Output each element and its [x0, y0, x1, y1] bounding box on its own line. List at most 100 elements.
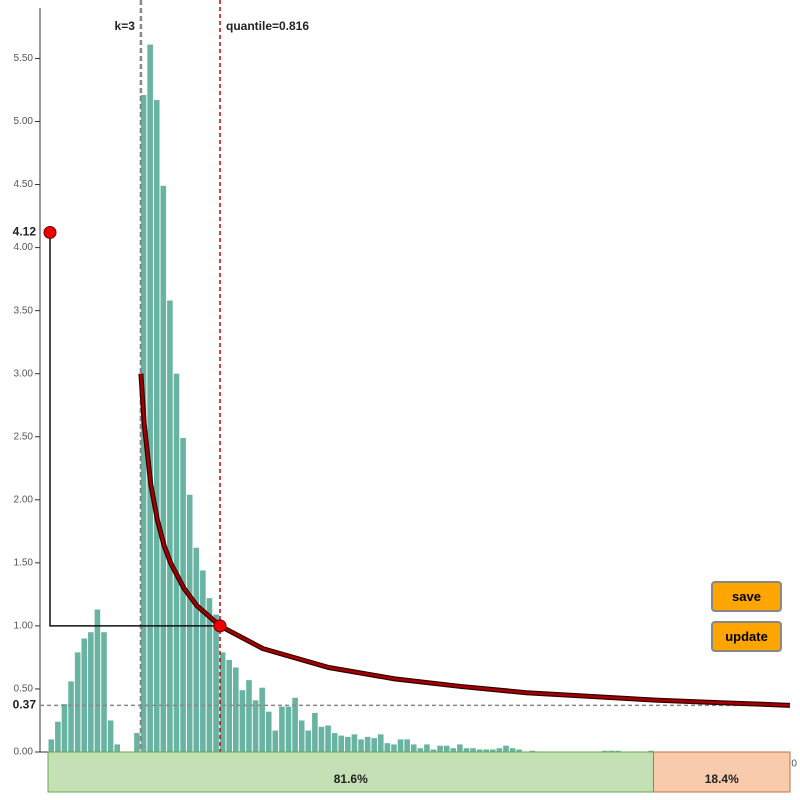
bar: [358, 739, 364, 752]
bar: [325, 725, 331, 752]
bar: [272, 730, 279, 752]
bar: [450, 748, 457, 752]
bar: [173, 373, 180, 752]
bracket-line: [49, 232, 220, 627]
bar: [391, 744, 397, 752]
bar: [213, 614, 219, 752]
reference-label: 0.37: [13, 698, 37, 712]
bar: [404, 739, 410, 752]
bar: [602, 750, 608, 752]
bar: [285, 706, 292, 752]
y-tick-label: 0.50: [14, 684, 34, 695]
bar: [180, 438, 186, 752]
y-tick-label: 2.00: [14, 494, 34, 505]
quantile-label: quantile=0.816: [226, 19, 309, 33]
bar: [200, 570, 206, 752]
bar: [259, 687, 265, 752]
bar: [371, 738, 377, 752]
bar: [443, 745, 450, 752]
bar: [509, 748, 516, 752]
bar: [246, 680, 252, 752]
y-tick-label: 5.50: [14, 53, 34, 64]
bar: [424, 744, 430, 752]
k-label: k=3: [115, 19, 136, 33]
bar: [68, 681, 74, 752]
curve-outline: [138, 373, 791, 708]
bar: [94, 609, 101, 752]
bar: [364, 736, 371, 752]
marker-point: [213, 619, 227, 633]
bar: [239, 690, 246, 752]
bar: [153, 100, 160, 752]
bar: [463, 748, 470, 752]
bar: [88, 632, 94, 752]
bar: [516, 749, 522, 752]
curve: [139, 373, 791, 707]
y-tick-label: 5.00: [14, 116, 34, 127]
bar: [410, 744, 417, 752]
bar: [55, 721, 61, 752]
bar: [318, 726, 325, 752]
bar: [206, 598, 213, 752]
bar: [338, 735, 345, 752]
bar: [61, 704, 68, 752]
bar: [351, 734, 358, 752]
y-marker-label: 4.12: [13, 225, 37, 239]
bar: [186, 494, 193, 752]
bar: [470, 748, 476, 752]
bar: [529, 750, 536, 752]
y-tick-label: 3.00: [14, 368, 34, 379]
y-tick-label: 4.00: [14, 242, 34, 253]
y-tick-label: 1.50: [14, 557, 34, 568]
bar: [457, 744, 463, 752]
save-button[interactable]: save: [711, 581, 782, 612]
update-button[interactable]: update: [711, 621, 782, 652]
bar: [134, 733, 140, 752]
bar: [430, 749, 437, 752]
bar: [384, 743, 391, 752]
bar: [81, 638, 88, 752]
bar: [345, 736, 351, 752]
bar: [167, 300, 173, 752]
bar: [292, 697, 298, 752]
split-label: 81.6%: [334, 772, 368, 786]
y-tick-label: 0.00: [14, 747, 34, 758]
bar: [101, 632, 107, 752]
bar: [74, 652, 81, 752]
y-tick-label: 4.50: [14, 179, 34, 190]
bar: [48, 739, 55, 752]
bar: [298, 720, 305, 752]
bar: [147, 44, 153, 752]
bar: [503, 745, 509, 752]
y-tick-label: 2.50: [14, 431, 34, 442]
bar: [107, 720, 114, 752]
bar: [265, 711, 272, 752]
bar: [219, 652, 226, 752]
y-tick-label: 1.00: [14, 621, 34, 632]
bar: [608, 750, 615, 752]
bar: [476, 749, 483, 752]
bar: [312, 712, 318, 752]
bar: [160, 185, 167, 752]
bar: [233, 667, 239, 752]
y-marker-point: [43, 225, 57, 239]
bar: [305, 730, 312, 752]
bar: [193, 547, 200, 752]
split-label: 18.4%: [705, 772, 739, 786]
bar: [252, 700, 259, 752]
bar: [496, 748, 503, 752]
bar: [377, 734, 384, 752]
bar: [437, 745, 443, 752]
bar: [648, 750, 654, 752]
bar: [483, 749, 490, 752]
bar: [417, 748, 424, 752]
bar: [331, 733, 338, 752]
bar: [615, 750, 621, 752]
bar: [397, 739, 404, 752]
bar: [114, 744, 120, 752]
bar: [279, 706, 285, 752]
split-segment: [652, 751, 791, 793]
y-tick-label: 3.50: [14, 305, 34, 316]
